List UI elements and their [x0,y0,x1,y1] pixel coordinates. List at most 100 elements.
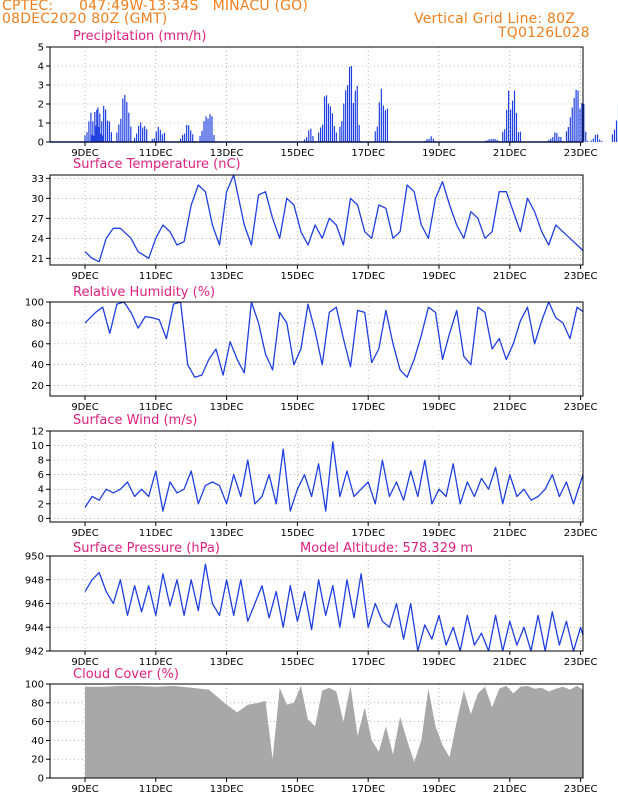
y-tick-label: 4 [38,62,44,73]
y-tick-label: 5 [38,43,44,54]
x-tick-label: 11DEC [139,657,173,668]
panel-title: Surface Temperature (nC) [73,157,241,172]
y-tick-label: 944 [25,623,44,634]
precip-bar [321,124,324,142]
y-tick-label: 8 [38,456,44,467]
y-tick-label: 4 [38,485,44,496]
header-location: 047:49W-13:34S MINACU (GO) [79,0,309,14]
panel-title: Precipitation (mm/h) [73,29,206,44]
panel-annotation: Model Altitude: 578.329 m [300,541,473,556]
y-tick-label: 27 [31,214,44,225]
precip-bar [320,127,322,142]
x-tick-label: 19DEC [422,271,456,282]
precip-bar [92,121,94,142]
precip-bar [335,132,337,142]
y-tick-label: 60 [31,339,44,350]
precip-bar [153,138,155,142]
precip-bar [102,135,104,142]
x-tick-label: 21DEC [493,271,527,282]
precip-bar [488,139,490,142]
precip-bar [587,141,589,142]
precip-bar [103,105,105,142]
precip-bar [93,135,95,142]
header-run: 08DEC2020 80Z (GMT) [2,11,168,27]
x-tick-label: 21DEC [493,528,527,539]
panel-title: Relative Humidity (%) [73,285,215,300]
x-tick-label: 13DEC [210,528,244,539]
precip-bar [312,136,314,142]
precip-bar [352,102,354,142]
x-tick-label: 13DEC [210,784,244,795]
precip-bar [201,130,203,142]
y-tick-label: 30 [31,194,44,205]
y-tick-label: 2 [38,499,44,510]
x-tick-label: 15DEC [281,148,315,159]
precip-bar [106,120,109,142]
precip-bar [318,132,320,142]
precip-bar [565,131,568,142]
precip-bar [585,131,587,142]
precip-bar [492,138,494,142]
precip-bar [432,138,434,142]
x-tick-label: 19DEC [422,657,456,668]
panel-2: Relative Humidity (%) 20 40 60 80 100 9DEC 11DE… [25,285,598,413]
x-tick-label: 11DEC [139,784,173,795]
x-tick-label: 9DEC [71,784,98,795]
precip-bar [579,108,581,142]
x-tick-label: 13DEC [210,402,244,413]
panel-4: Surface Pressure (hPa) Model Altitude: 57… [25,541,598,668]
y-tick-label: 21 [31,254,44,265]
precip-bar [573,97,575,142]
precip-bar [179,138,182,142]
x-tick-label: 23DEC [564,271,598,282]
precip-bar [556,133,558,142]
x-tick-label: 9DEC [71,402,98,413]
precip-bar [138,125,140,142]
x-tick-label: 17DEC [351,784,385,795]
precip-bar [88,121,90,142]
precip-bar [490,139,492,142]
y-tick-label: 946 [25,599,44,610]
precip-bar [384,110,386,142]
x-tick-label: 15DEC [281,657,315,668]
precip-bar [378,102,380,142]
precip-bar [428,138,430,142]
precip-bar [327,103,330,142]
precip-bar [613,129,616,142]
precip-bar [594,134,597,142]
y-tick-label: 60 [31,717,44,728]
precip-bar [122,98,124,142]
precip-bar [511,100,514,142]
precip-bar [508,90,510,142]
precip-bar [615,120,618,142]
precip-bar [128,112,130,142]
x-tick-label: 21DEC [493,657,527,668]
precip-bar [548,140,550,142]
x-tick-label: 23DEC [564,402,598,413]
y-tick-label: 100 [25,298,44,309]
x-tick-label: 11DEC [139,148,173,159]
precip-bar [94,111,96,142]
precip-bar [356,85,358,142]
precip-bar [331,113,334,142]
precip-bar [519,131,522,142]
precip-bar [599,139,601,142]
precip-bar [592,138,594,142]
precip-bar [133,137,136,142]
precip-bar [552,137,554,142]
y-tick-label: 10 [31,441,44,452]
y-tick-label: 24 [31,234,44,245]
y-tick-label: 80 [31,318,44,329]
precip-bar [560,136,562,142]
x-tick-label: 23DEC [564,784,598,795]
panel-0: Precipitation (mm/h) 0 1 2 3 4 5 9DEC 11DEC 13DEC… [38,29,618,159]
x-tick-label: 11DEC [139,528,173,539]
x-tick-label: 19DEC [422,402,456,413]
precip-bar [100,133,102,142]
precip-bar [567,127,569,142]
x-tick-label: 19DEC [422,784,456,795]
y-tick-label: 20 [31,381,44,392]
precip-bar [504,129,506,142]
precip-bar [596,134,599,142]
